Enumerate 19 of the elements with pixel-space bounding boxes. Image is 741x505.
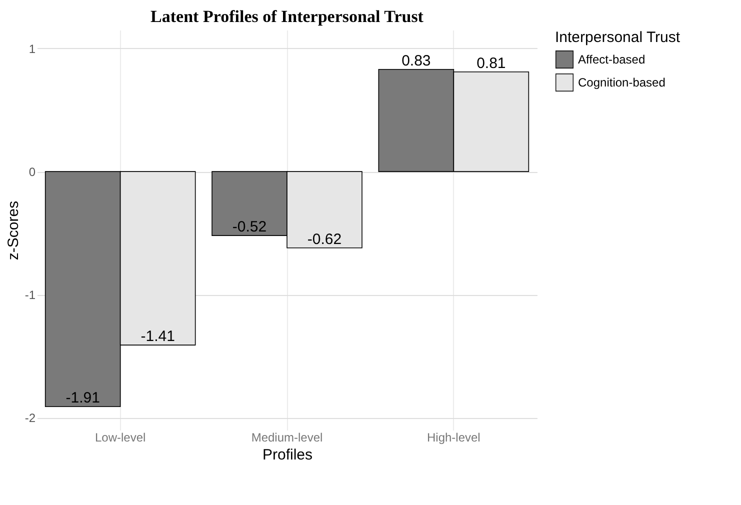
chart-title: Latent Profiles of Interpersonal Trust <box>150 7 424 26</box>
data-label: 0.81 <box>476 54 506 72</box>
y-tick-label: 0 <box>28 165 36 180</box>
y-tick-label: -2 <box>24 411 36 426</box>
x-tick-label: Medium-level <box>251 430 323 444</box>
data-label: -0.62 <box>307 230 342 248</box>
data-label: 0.83 <box>402 52 431 70</box>
legend-title: Interpersonal Trust <box>555 29 681 46</box>
legend-label: Cognition-based <box>578 76 666 90</box>
y-tick-label: 1 <box>28 42 36 56</box>
data-label: -1.41 <box>140 328 175 346</box>
data-label: -0.52 <box>232 218 267 236</box>
x-tick-label: High-level <box>426 430 480 444</box>
y-axis-title: z-Scores <box>4 200 22 260</box>
y-tick-label: -1 <box>24 288 36 302</box>
x-tick-label: Low-level <box>94 430 146 444</box>
legend-label: Affect-based <box>578 52 646 66</box>
x-axis-title: Profiles <box>262 446 313 464</box>
data-label: -1.91 <box>66 390 100 407</box>
